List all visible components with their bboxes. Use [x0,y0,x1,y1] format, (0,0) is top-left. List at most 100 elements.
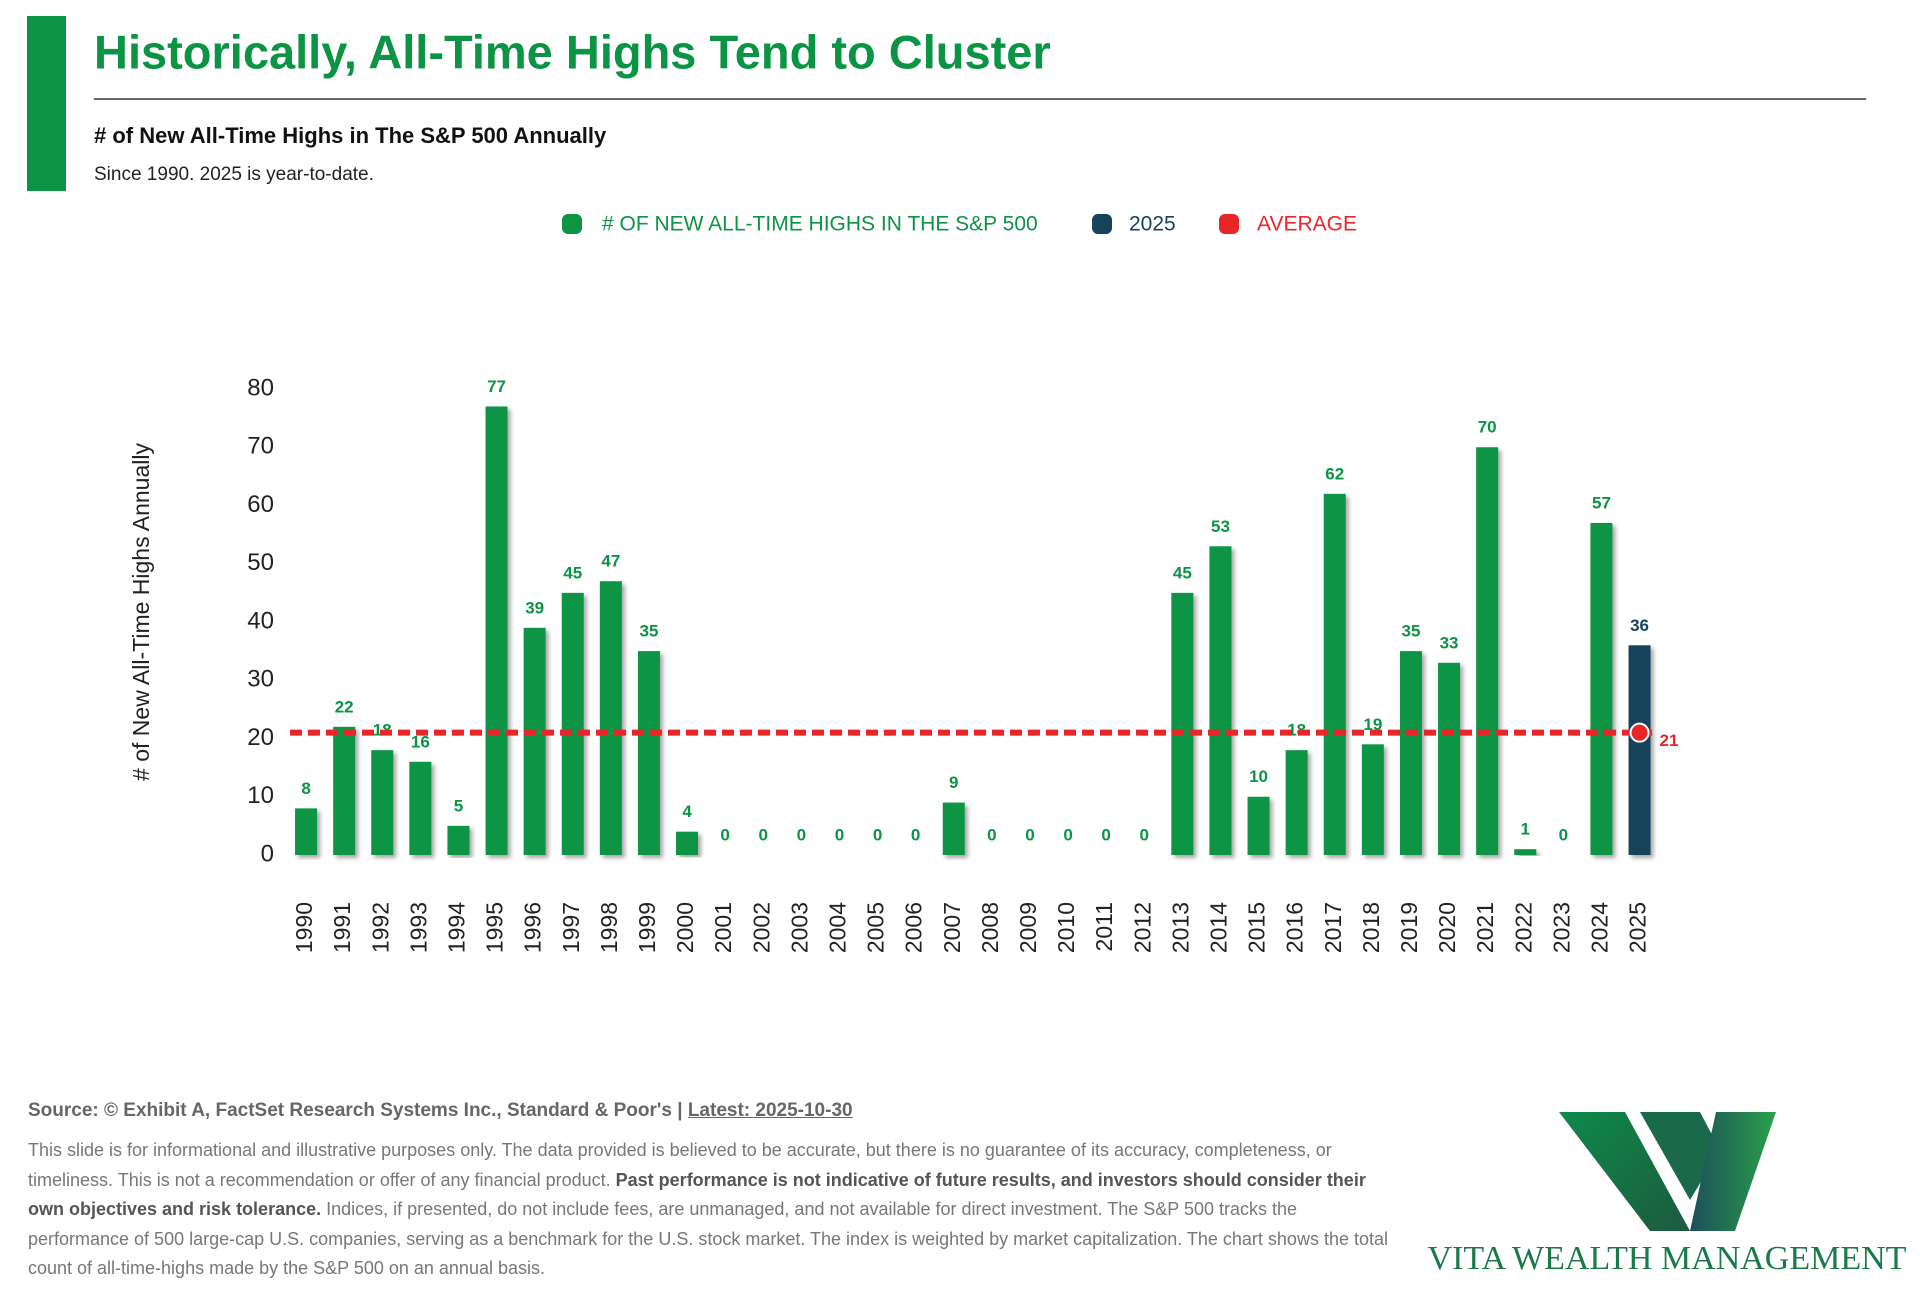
value-label: 0 [1140,825,1149,844]
x-tick-label: 1992 [367,902,393,953]
x-tick-label: 2024 [1587,902,1613,953]
bar [447,825,470,855]
logo-text: VITA WEALTH MANAGEMENT [1428,1240,1907,1277]
value-label: 0 [759,825,768,844]
disclaimer-text: Indices, if presented, do not include fe… [28,1199,1388,1278]
value-label: 0 [1559,825,1568,844]
value-label: 36 [1630,616,1649,635]
x-tick-label: 2014 [1206,902,1232,953]
title: Historically, All-Time Highs Tend to Clu… [94,25,1051,78]
value-label: 0 [987,825,996,844]
value-label: 35 [639,622,658,641]
value-label: 1 [1521,820,1530,839]
disclaimer-bold: Past performance is not indicative of fu… [28,1169,1366,1220]
legend-label: # OF NEW ALL-TIME HIGHS IN THE S&P 500 [602,213,1038,236]
logo-mark [1690,1112,1776,1231]
value-label: 9 [949,773,958,792]
bar [371,750,394,855]
average-marker [1629,722,1650,743]
x-tick-label: 2010 [1053,902,1079,953]
value-label: 45 [1173,563,1192,582]
x-tick-label: 2009 [1015,902,1041,953]
value-label: 0 [1101,825,1110,844]
bar [1590,522,1613,855]
x-tick-label: 2012 [1129,902,1155,953]
x-tick-label: 1991 [329,902,355,953]
logo-mark [1640,1112,1720,1200]
bar [1628,645,1651,855]
value-label: 8 [301,779,310,798]
latest-date: Latest: 2025-10-30 [687,1100,853,1121]
value-label: 0 [1025,825,1034,844]
x-tick-label: 1997 [558,902,584,953]
disclaimer-text: This slide is for informational and illu… [28,1140,1332,1190]
average-label: 21 [1660,731,1679,750]
x-tick-label: 2025 [1625,902,1651,953]
value-label: 16 [411,732,430,751]
bar [1285,750,1308,855]
x-tick-label: 2018 [1358,902,1384,953]
x-tick-label: 1993 [405,902,431,953]
value-label: 0 [797,825,806,844]
legend-label: AVERAGE [1257,213,1357,236]
y-tick-label: 20 [247,724,274,751]
value-label: 62 [1325,464,1344,483]
value-label: 22 [335,697,354,716]
y-tick-label: 30 [247,666,274,693]
legend-swatch [1219,214,1239,234]
value-label: 10 [1249,767,1268,786]
bar [523,627,546,855]
x-tick-label: 2003 [786,902,812,953]
value-label: 33 [1440,633,1459,652]
bar [1361,744,1384,855]
x-tick-label: 2020 [1434,902,1460,953]
y-tick-label: 80 [247,374,274,401]
x-tick-label: 2000 [672,902,698,953]
y-tick-label: 0 [261,840,274,867]
x-tick-label: 1999 [634,902,660,953]
x-tick-label: 2013 [1167,902,1193,953]
bar [676,831,699,855]
value-label: 4 [682,802,692,821]
value-label: 70 [1478,418,1497,437]
value-label: 47 [601,552,620,571]
bar [1514,849,1537,855]
bar [942,802,965,855]
value-label: 19 [1363,715,1382,734]
bar [485,406,508,855]
y-tick-label: 60 [247,491,274,518]
x-tick-label: 2017 [1320,902,1346,953]
bar [333,726,356,855]
x-tick-label: 2011 [1091,902,1117,951]
source-text: Source: © Exhibit A, FactSet Research Sy… [28,1100,683,1121]
bar [1171,592,1194,855]
x-tick-label: 1995 [482,902,508,953]
x-tick-label: 2006 [901,902,927,953]
value-label: 57 [1592,493,1611,512]
logo-mark [1559,1112,1690,1231]
bar [1476,447,1499,855]
note: Since 1990. 2025 is year-to-date. [94,164,374,185]
y-tick-label: 70 [247,433,274,460]
y-tick-label: 40 [247,607,274,634]
value-label: 39 [525,598,544,617]
value-label: 45 [563,563,582,582]
disclaimer: This slide is for informational and illu… [28,1136,1388,1284]
y-tick-label: 10 [247,782,274,809]
x-tick-label: 1998 [596,902,622,953]
x-tick-label: 1990 [291,902,317,953]
bar [409,761,432,855]
bar [1438,662,1461,855]
value-label: 77 [487,377,506,396]
value-label: 53 [1211,517,1230,536]
value-label: 5 [454,796,463,815]
y-axis-title: # of New All-Time Highs Annually [128,443,154,781]
x-tick-label: 2008 [977,902,1003,953]
bar [599,581,622,855]
bar [1323,493,1346,855]
x-tick-label: 2015 [1244,902,1270,953]
value-label: 35 [1401,622,1420,641]
